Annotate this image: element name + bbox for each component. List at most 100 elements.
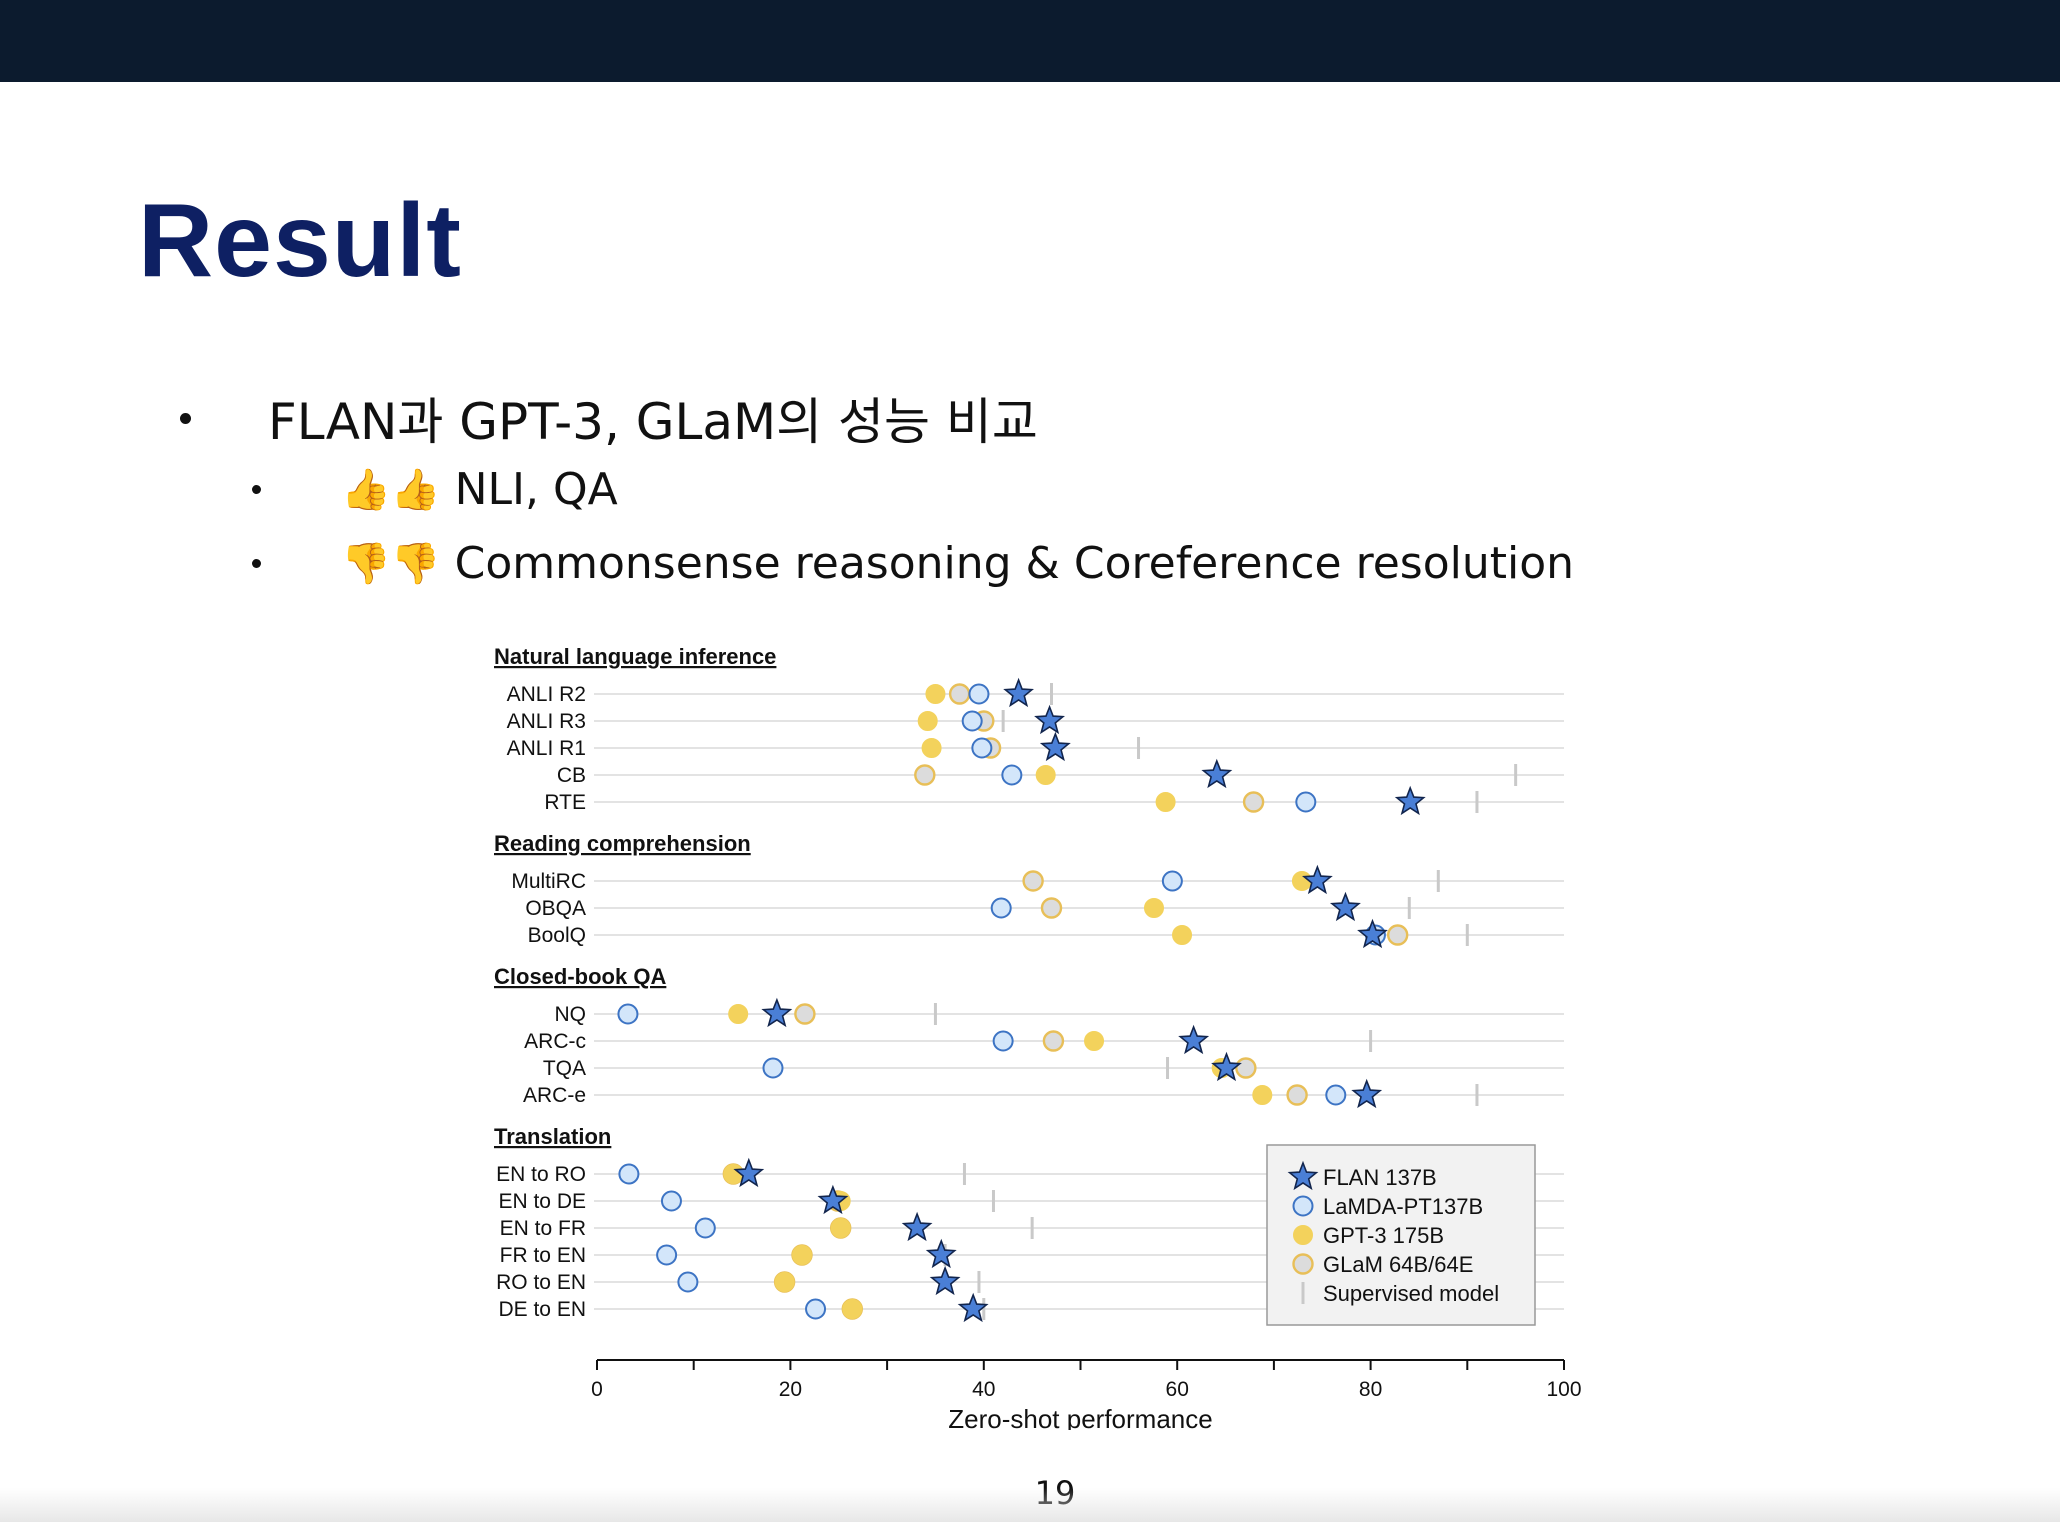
row-label-tqa: TQA — [543, 1057, 586, 1080]
gpt3-point-fr-to-en — [792, 1245, 813, 1265]
lamda-point-fr-to-en — [656, 1244, 678, 1266]
x-tick-label-80: 80 — [1359, 1378, 1382, 1401]
legend-label-gpt3: GPT-3 175B — [1323, 1223, 1444, 1248]
page-title: Result — [138, 183, 462, 299]
flan-point-ro-to-en — [929, 1265, 961, 1296]
legend-marker-flan — [1287, 1160, 1319, 1191]
top-bar — [0, 0, 2060, 82]
flan-point-en-to-fr — [901, 1211, 933, 1242]
group-title-natural-language-inference: Natural language inference — [494, 644, 776, 669]
x-tick-label-0: 0 — [591, 1378, 603, 1401]
lamda-point-anli-r1 — [971, 737, 993, 759]
legend-label-supervised: Supervised model — [1323, 1281, 1499, 1306]
flan-point-arc-c — [1178, 1024, 1210, 1055]
thumbs-down-icon: 👎👎 — [341, 540, 441, 587]
row-label-en-to-fr: EN to FR — [500, 1217, 586, 1240]
flan-point-boolq — [1357, 918, 1388, 949]
row-label-multirc: MultiRC — [511, 870, 586, 893]
legend-label-glam: GLaM 64B/64E — [1323, 1252, 1473, 1277]
bullet-item-weaknesses: 👎👎 Commonsense reasoning & Coreference r… — [252, 538, 1574, 589]
row-label-cb: CB — [557, 764, 586, 787]
row-label-arc-c: ARC-c — [524, 1030, 586, 1053]
lamda-point-arc-e — [1325, 1084, 1347, 1106]
lamda-point-de-to-en — [805, 1298, 827, 1320]
bullet-dot — [252, 559, 261, 568]
row-label-anli-r1: ANLI R1 — [507, 737, 586, 760]
glam-point-arc-e — [1286, 1084, 1308, 1106]
lamda-point-rte — [1295, 791, 1317, 813]
bullet-text: Commonsense reasoning & Coreference reso… — [454, 538, 1575, 589]
group-title-translation: Translation — [494, 1124, 611, 1149]
gpt3-point-rte — [1155, 792, 1176, 812]
lamda-point-en-to-ro — [618, 1163, 640, 1185]
gpt3-point-arc-c — [1084, 1031, 1105, 1051]
lamda-point-anli-r3 — [961, 710, 983, 732]
row-label-en-to-de: EN to DE — [498, 1190, 586, 1213]
x-tick-label-20: 20 — [779, 1378, 802, 1401]
x-tick-label-40: 40 — [972, 1378, 995, 1401]
lamda-point-arc-c — [992, 1030, 1014, 1052]
lamda-point-anli-r2 — [968, 683, 990, 705]
row-label-anli-r2: ANLI R2 — [507, 683, 586, 706]
legend-label-flan: FLAN 137B — [1323, 1165, 1437, 1190]
glam-point-boolq — [1386, 924, 1409, 946]
glam-point-anli-r2 — [948, 683, 971, 705]
thumbs-up-icon: 👍👍 — [341, 466, 441, 513]
legend-marker-lamda — [1292, 1195, 1314, 1217]
lamda-point-nq — [617, 1003, 639, 1025]
bullet-dot — [180, 412, 191, 424]
gpt3-point-anli-r2 — [925, 684, 946, 704]
row-label-en-to-ro: EN to RO — [496, 1163, 586, 1186]
gpt3-point-en-to-fr — [830, 1218, 851, 1238]
row-label-de-to-en: DE to EN — [498, 1298, 586, 1321]
row-label-arc-e: ARC-e — [523, 1084, 586, 1107]
flan-point-multirc — [1302, 864, 1333, 895]
group-title-closed-book-qa: Closed-book QA — [494, 964, 666, 989]
flan-point-anli-r1 — [1039, 731, 1071, 762]
bullet-item-comparison: FLAN과 GPT-3, GLaM의 성능 비교 — [180, 382, 1038, 454]
group-title-reading-comprehension: Reading comprehension — [494, 831, 751, 856]
zero-shot-performance-chart: Natural language inference ANLI R2 ANLI R3… — [494, 644, 1582, 1430]
flan-point-fr-to-en — [925, 1238, 957, 1269]
bullet-text: NLI, QA — [454, 464, 618, 515]
row-label-anli-r3: ANLI R3 — [507, 710, 586, 733]
x-axis-label: Zero-shot performance — [948, 1404, 1212, 1430]
flan-point-anli-r2 — [1003, 677, 1034, 708]
gpt3-point-cb — [1035, 765, 1056, 785]
flan-point-nq — [761, 997, 793, 1028]
glam-point-cb — [914, 764, 936, 786]
lamda-point-en-to-de — [660, 1190, 682, 1212]
gpt3-point-de-to-en — [842, 1299, 863, 1319]
lamda-point-obqa — [990, 897, 1012, 919]
row-label-nq: NQ — [555, 1003, 587, 1026]
flan-point-obqa — [1329, 891, 1361, 922]
x-tick-label-60: 60 — [1166, 1378, 1189, 1401]
glam-point-rte — [1242, 791, 1265, 813]
legend-marker-glam — [1292, 1253, 1314, 1275]
gpt3-point-ro-to-en — [774, 1272, 795, 1292]
glam-point-multirc — [1022, 870, 1044, 892]
lamda-point-en-to-fr — [694, 1217, 716, 1239]
flan-point-anli-r3 — [1034, 704, 1065, 735]
gpt3-point-anli-r3 — [917, 711, 938, 731]
x-tick-label-100: 100 — [1546, 1378, 1581, 1401]
lamda-point-multirc — [1161, 870, 1183, 892]
glam-point-tqa — [1235, 1057, 1257, 1079]
flan-point-tqa — [1211, 1051, 1242, 1082]
row-label-ro-to-en: RO to EN — [496, 1271, 586, 1294]
legend-marker-gpt3 — [1293, 1225, 1313, 1245]
gpt3-point-arc-e — [1252, 1085, 1273, 1105]
bullet-item-strengths: 👍👍 NLI, QA — [252, 464, 618, 515]
glam-point-arc-c — [1042, 1030, 1065, 1052]
glam-point-obqa — [1040, 897, 1063, 919]
flan-point-en-to-de — [817, 1184, 849, 1215]
lamda-point-ro-to-en — [677, 1271, 699, 1293]
flan-point-de-to-en — [957, 1292, 989, 1323]
flan-point-en-to-ro — [733, 1157, 765, 1188]
row-label-rte: RTE — [544, 791, 586, 814]
row-label-fr-to-en: FR to EN — [500, 1244, 586, 1267]
legend-label-lamda: LaMDA-PT137B — [1323, 1194, 1483, 1219]
row-label-obqa: OBQA — [525, 897, 586, 920]
flan-point-cb — [1201, 758, 1233, 789]
gpt3-point-boolq — [1172, 925, 1193, 945]
